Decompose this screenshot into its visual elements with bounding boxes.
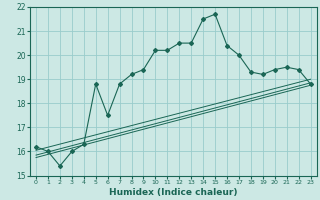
X-axis label: Humidex (Indice chaleur): Humidex (Indice chaleur) bbox=[109, 188, 237, 197]
